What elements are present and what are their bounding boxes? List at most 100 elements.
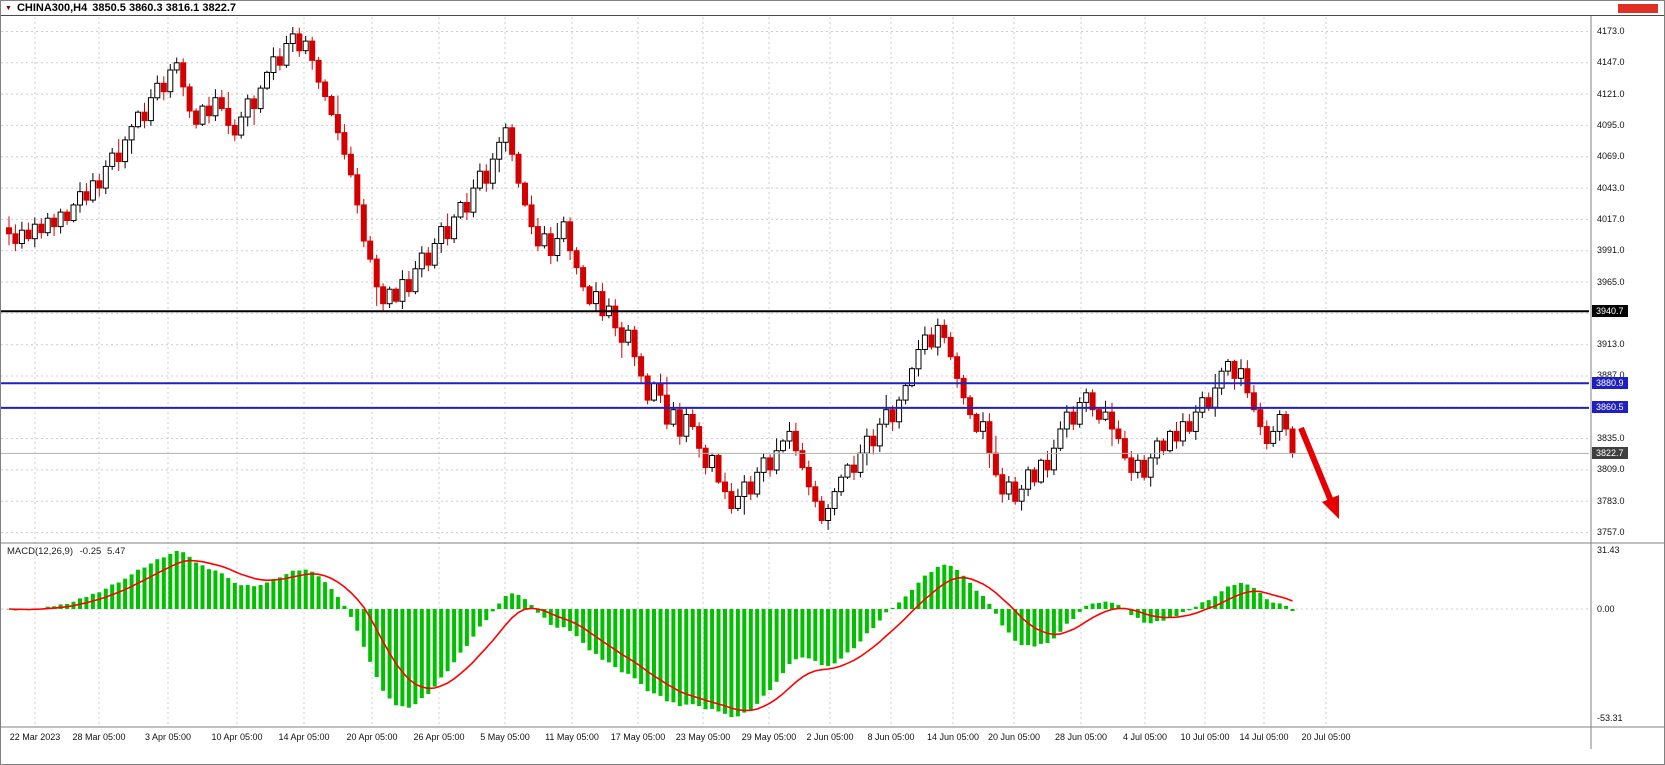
candle-139[interactable] bbox=[902, 385, 909, 401]
candles-series[interactable] bbox=[6, 27, 1296, 530]
candle-51[interactable] bbox=[334, 114, 341, 134]
candle-151[interactable] bbox=[980, 421, 986, 432]
candle-143[interactable] bbox=[928, 334, 935, 348]
candle-185[interactable] bbox=[1199, 397, 1206, 413]
candle-67[interactable] bbox=[438, 226, 445, 245]
candle-89[interactable] bbox=[580, 267, 587, 288]
candle-138[interactable] bbox=[896, 399, 903, 423]
candle-187[interactable] bbox=[1212, 387, 1219, 408]
candle-71[interactable] bbox=[463, 202, 470, 213]
candle-161[interactable] bbox=[1044, 459, 1051, 471]
candle-33[interactable] bbox=[218, 97, 225, 109]
trend-arrow-annotation[interactable] bbox=[1298, 426, 1339, 519]
candle-149[interactable] bbox=[967, 397, 974, 416]
candle-117[interactable] bbox=[760, 457, 767, 473]
candle-37[interactable] bbox=[244, 98, 251, 118]
candle-179[interactable] bbox=[1160, 440, 1167, 452]
candle-58[interactable] bbox=[380, 286, 387, 305]
candle-148[interactable] bbox=[960, 377, 967, 399]
candle-155[interactable] bbox=[1005, 481, 1012, 495]
candle-41[interactable] bbox=[270, 56, 277, 73]
candle-114[interactable] bbox=[741, 481, 748, 497]
candle-118[interactable] bbox=[767, 457, 774, 471]
candle-122[interactable] bbox=[792, 430, 799, 452]
candle-76[interactable] bbox=[496, 141, 503, 160]
candle-105[interactable] bbox=[683, 414, 690, 437]
candle-177[interactable] bbox=[1147, 457, 1154, 478]
candle-95[interactable] bbox=[618, 327, 625, 343]
candle-124[interactable] bbox=[805, 467, 812, 488]
candle-99[interactable] bbox=[644, 375, 651, 401]
candle-182[interactable] bbox=[1179, 421, 1186, 442]
candle-3[interactable] bbox=[25, 229, 32, 240]
candle-85[interactable] bbox=[554, 238, 561, 257]
candle-145[interactable] bbox=[941, 324, 948, 338]
candle-96[interactable] bbox=[625, 329, 632, 343]
candle-13[interactable] bbox=[89, 180, 96, 201]
candle-131[interactable] bbox=[851, 464, 857, 473]
candle-38[interactable] bbox=[251, 98, 258, 110]
candle-116[interactable] bbox=[754, 471, 761, 495]
candle-50[interactable] bbox=[328, 96, 335, 116]
candle-158[interactable] bbox=[1025, 469, 1032, 490]
candle-69[interactable] bbox=[451, 216, 458, 240]
candle-152[interactable] bbox=[986, 421, 993, 454]
candle-81[interactable] bbox=[528, 204, 535, 228]
candle-80[interactable] bbox=[522, 182, 528, 206]
candle-48[interactable] bbox=[315, 59, 322, 83]
candle-59[interactable] bbox=[386, 288, 393, 305]
candle-55[interactable] bbox=[360, 204, 367, 242]
candle-171[interactable] bbox=[1109, 411, 1115, 430]
candle-112[interactable] bbox=[728, 491, 735, 510]
candle-27[interactable] bbox=[180, 62, 187, 88]
candle-119[interactable] bbox=[773, 450, 780, 471]
candle-192[interactable] bbox=[1244, 368, 1251, 394]
candle-12[interactable] bbox=[83, 191, 90, 201]
candle-16[interactable] bbox=[109, 152, 116, 167]
candle-72[interactable] bbox=[470, 187, 477, 213]
candle-150[interactable] bbox=[973, 414, 980, 432]
red-marker-box[interactable] bbox=[1618, 4, 1658, 13]
candle-8[interactable] bbox=[57, 211, 64, 228]
candle-173[interactable] bbox=[1121, 438, 1128, 459]
candle-24[interactable] bbox=[160, 82, 167, 93]
candle-130[interactable] bbox=[844, 464, 851, 478]
candle-184[interactable] bbox=[1192, 411, 1199, 432]
candle-153[interactable] bbox=[992, 452, 999, 476]
candle-197[interactable] bbox=[1276, 414, 1283, 432]
candle-167[interactable] bbox=[1083, 392, 1090, 403]
candle-129[interactable] bbox=[838, 476, 845, 493]
candle-83[interactable] bbox=[541, 233, 548, 247]
candle-113[interactable] bbox=[734, 495, 741, 509]
candle-2[interactable] bbox=[18, 229, 25, 244]
candle-21[interactable] bbox=[141, 111, 148, 122]
candle-56[interactable] bbox=[367, 240, 374, 260]
candle-189[interactable] bbox=[1225, 361, 1231, 372]
candle-77[interactable] bbox=[502, 127, 509, 143]
candle-36[interactable] bbox=[238, 116, 245, 136]
candle-32[interactable] bbox=[212, 97, 219, 117]
candle-26[interactable] bbox=[173, 62, 180, 71]
candle-46[interactable] bbox=[302, 40, 309, 52]
candle-103[interactable] bbox=[670, 409, 677, 425]
candle-199[interactable] bbox=[1289, 428, 1296, 454]
candle-181[interactable] bbox=[1173, 430, 1180, 442]
candle-175[interactable] bbox=[1134, 459, 1141, 473]
candle-146[interactable] bbox=[947, 336, 954, 358]
candle-18[interactable] bbox=[122, 139, 129, 163]
candle-193[interactable] bbox=[1250, 392, 1257, 411]
candle-20[interactable] bbox=[135, 111, 141, 128]
candle-5[interactable] bbox=[38, 223, 45, 234]
candle-47[interactable] bbox=[309, 40, 316, 61]
candle-141[interactable] bbox=[915, 349, 922, 370]
candle-97[interactable] bbox=[631, 329, 638, 358]
candle-133[interactable] bbox=[863, 435, 870, 454]
candle-186[interactable] bbox=[1205, 397, 1212, 408]
candle-137[interactable] bbox=[889, 409, 896, 423]
candle-70[interactable] bbox=[457, 202, 464, 218]
candle-156[interactable] bbox=[1012, 481, 1019, 502]
candle-142[interactable] bbox=[921, 334, 928, 350]
candle-88[interactable] bbox=[573, 250, 580, 269]
candle-90[interactable] bbox=[586, 286, 593, 305]
